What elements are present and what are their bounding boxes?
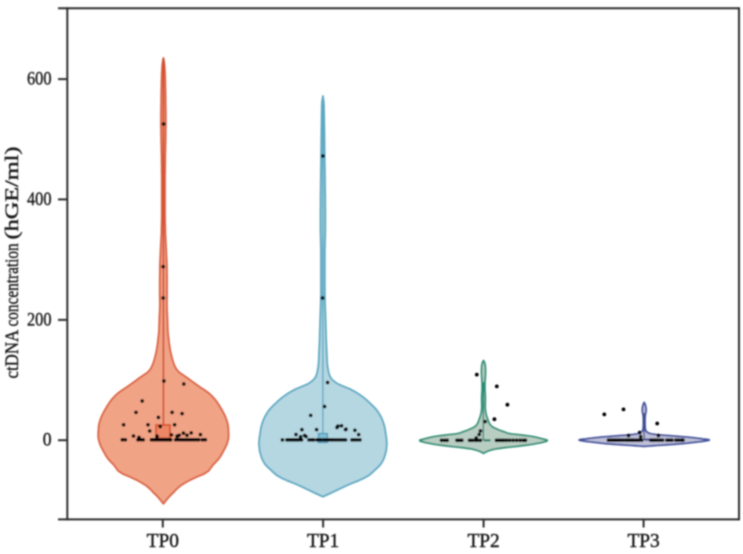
svg-text:0: 0 [43,430,52,451]
svg-text:600: 600 [27,69,52,90]
svg-text:400: 400 [27,189,52,210]
svg-text:TP0: TP0 [147,531,179,552]
svg-text:TP1: TP1 [307,531,339,552]
svg-text:ctDNA concentration (hGE/ml): ctDNA concentration (hGE/ml) [2,147,23,379]
svg-text:TP2: TP2 [467,531,499,552]
svg-text:TP3: TP3 [627,531,659,552]
svg-text:200: 200 [27,309,52,330]
